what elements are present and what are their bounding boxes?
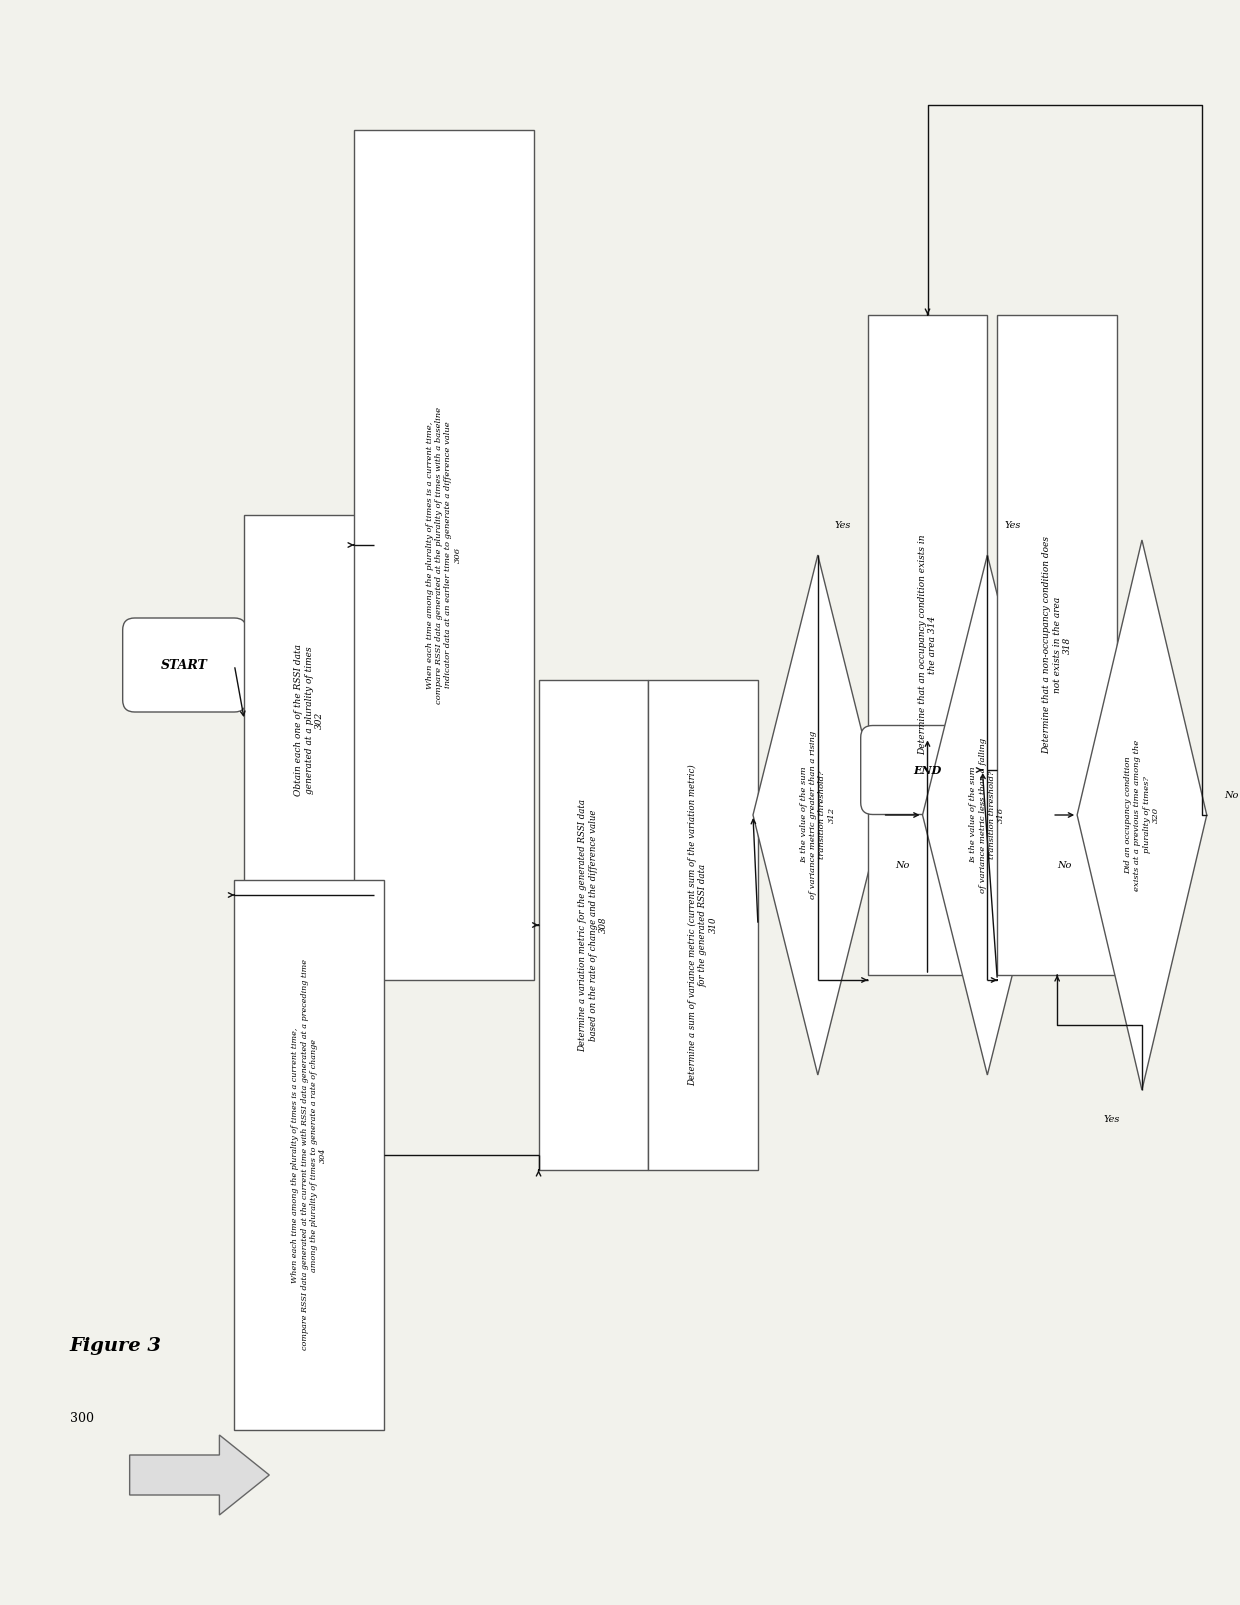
- Text: 300: 300: [69, 1412, 94, 1425]
- Text: Yes: Yes: [835, 520, 851, 530]
- FancyBboxPatch shape: [355, 130, 533, 981]
- FancyBboxPatch shape: [997, 315, 1117, 974]
- FancyBboxPatch shape: [538, 681, 649, 1170]
- FancyBboxPatch shape: [244, 515, 374, 924]
- Text: Obtain each one of the RSSI data
generated at a plurality of times
302: Obtain each one of the RSSI data generat…: [294, 644, 324, 796]
- Polygon shape: [923, 555, 1053, 1075]
- Text: Determine that a non-occupancy condition does
not exists in the area
318: Determine that a non-occupancy condition…: [1043, 536, 1073, 754]
- FancyBboxPatch shape: [868, 315, 987, 974]
- Polygon shape: [753, 555, 883, 1075]
- FancyBboxPatch shape: [123, 618, 247, 713]
- Text: END: END: [914, 764, 941, 775]
- Polygon shape: [130, 1435, 269, 1515]
- FancyBboxPatch shape: [234, 880, 384, 1430]
- Text: Determine that an occupancy condition exists in
the area 314: Determine that an occupancy condition ex…: [918, 534, 937, 756]
- FancyBboxPatch shape: [861, 725, 994, 814]
- Polygon shape: [1078, 539, 1207, 1090]
- Text: Determine a sum of variance metric (current sum of the variation metric)
for the: Determine a sum of variance metric (curr…: [688, 764, 718, 1087]
- Text: START: START: [161, 658, 208, 671]
- Text: No: No: [895, 860, 910, 870]
- Text: Is the value of the sum
of variance metric greater than a rising
transition thre: Is the value of the sum of variance metr…: [800, 730, 836, 899]
- Text: When each time among the plurality of times is a current time,
compare RSSI data: When each time among the plurality of ti…: [291, 960, 327, 1350]
- Text: When each time among the plurality of times is a current time,
compare RSSI data: When each time among the plurality of ti…: [427, 406, 461, 703]
- Text: No: No: [1058, 860, 1071, 870]
- Text: Did an occupancy condition
exists at a previous time among the
plurality of time: Did an occupancy condition exists at a p…: [1125, 740, 1159, 891]
- Text: Figure 3: Figure 3: [69, 1337, 161, 1355]
- Text: No: No: [1225, 791, 1239, 799]
- Text: Yes: Yes: [1004, 520, 1021, 530]
- FancyBboxPatch shape: [649, 681, 758, 1170]
- Text: Determine a variation metric for the generated RSSI data
based on the rate of ch: Determine a variation metric for the gen…: [579, 799, 609, 1051]
- Text: Is the value of the sum
of variance metric less than a falling
transition thresh: Is the value of the sum of variance metr…: [970, 737, 1006, 892]
- Text: Yes: Yes: [1104, 1115, 1120, 1125]
